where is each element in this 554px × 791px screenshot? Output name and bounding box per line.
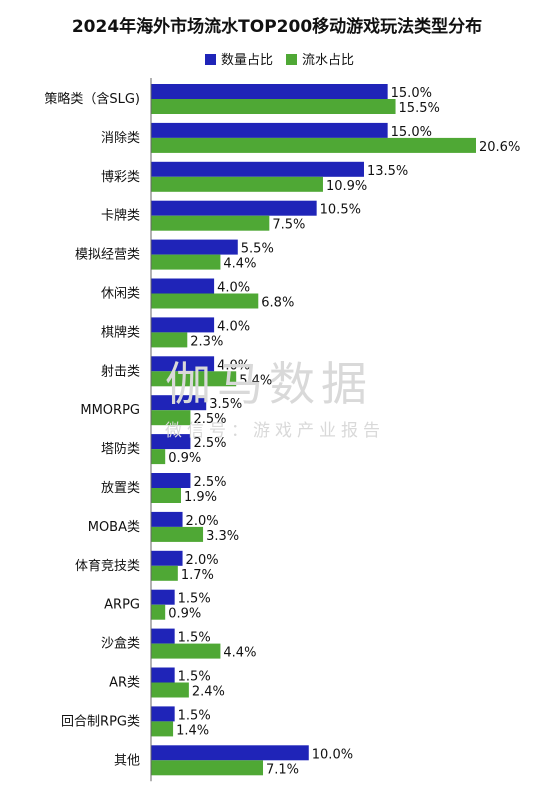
bar-series-1-cat-14: [151, 643, 221, 659]
data-label-series-1-cat-13: 0.9%: [168, 607, 201, 622]
category-label-cat-6: 棋牌类: [101, 324, 140, 340]
legend-label-revenue: 流水占比: [302, 53, 355, 68]
bar-series-1-cat-0: [151, 99, 396, 114]
bar-series-0-cat-7: [151, 356, 215, 372]
bar-series-0-cat-11: [151, 511, 183, 527]
category-label-cat-10: 放置类: [101, 481, 140, 496]
data-label-series-0-cat-3: 10.5%: [320, 203, 361, 218]
data-label-series-1-cat-9: 0.9%: [168, 451, 201, 466]
bar-series-1-cat-11: [151, 526, 204, 542]
bar-series-1-cat-6: [151, 332, 188, 348]
data-label-series-0-cat-5: 4.0%: [217, 281, 250, 296]
bar-series-1-cat-10: [151, 488, 181, 503]
category-label-cat-1: 消除类: [101, 131, 140, 146]
category-label-cat-8: MMORPG: [80, 403, 140, 418]
bar-series-0-cat-6: [151, 317, 215, 333]
bar-series-0-cat-5: [151, 278, 215, 294]
category-label-cat-15: AR类: [109, 676, 140, 691]
bar-series-1-cat-16: [151, 721, 174, 737]
data-label-series-0-cat-11: 2.0%: [186, 514, 219, 529]
bar-series-0-cat-17: [151, 745, 309, 761]
data-label-series-0-cat-1: 15.0%: [391, 125, 432, 140]
data-label-series-0-cat-9: 2.5%: [193, 436, 226, 451]
data-label-series-0-cat-15: 1.5%: [178, 670, 211, 685]
bar-series-0-cat-14: [151, 628, 175, 644]
data-label-series-1-cat-14: 4.4%: [223, 646, 256, 661]
data-label-series-1-cat-5: 6.8%: [261, 296, 294, 311]
category-label-cat-16: 回合制RPG类: [61, 714, 140, 729]
category-label-cat-11: MOBA类: [88, 520, 140, 535]
data-label-series-1-cat-4: 4.4%: [223, 257, 256, 272]
bar-series-0-cat-12: [151, 550, 183, 566]
bar-series-0-cat-9: [151, 434, 191, 450]
bar-series-1-cat-7: [151, 371, 237, 387]
bar-series-1-cat-12: [151, 565, 178, 581]
bar-series-1-cat-17: [151, 760, 264, 776]
bar-series-0-cat-8: [151, 395, 207, 411]
bar-series-0-cat-3: [151, 200, 317, 216]
bar-series-0-cat-10: [151, 473, 191, 488]
bar-series-0-cat-15: [151, 667, 175, 683]
bar-series-1-cat-15: [151, 682, 189, 698]
bar-series-1-cat-4: [151, 254, 221, 270]
legend-swatch-count: [205, 54, 216, 65]
data-label-series-1-cat-2: 10.9%: [326, 179, 367, 194]
bar-series-1-cat-9: [151, 449, 166, 465]
data-label-series-1-cat-17: 7.1%: [266, 762, 299, 777]
category-label-cat-7: 射击类: [101, 363, 140, 379]
bar-series-1-cat-1: [151, 137, 476, 153]
bar-series-0-cat-4: [151, 239, 238, 255]
data-label-series-1-cat-0: 15.5%: [399, 101, 440, 116]
bar-series-0-cat-13: [151, 589, 175, 605]
data-label-series-1-cat-1: 20.6%: [479, 140, 520, 155]
legend-swatch-revenue: [286, 54, 297, 65]
data-label-series-0-cat-17: 10.0%: [312, 747, 353, 762]
data-label-series-1-cat-12: 1.7%: [181, 568, 214, 583]
data-label-series-1-cat-16: 1.4%: [176, 723, 209, 738]
category-label-cat-4: 模拟经营类: [75, 248, 140, 263]
bar-series-1-cat-5: [151, 293, 259, 309]
category-label-cat-5: 休闲类: [101, 287, 140, 302]
category-label-cat-12: 体育竞技类: [75, 558, 140, 574]
data-label-series-0-cat-4: 5.5%: [241, 242, 274, 257]
legend-item-count: 数量占比: [205, 52, 273, 70]
category-label-cat-9: 塔防类: [101, 441, 140, 457]
bar-series-0-cat-16: [151, 706, 175, 722]
data-label-series-0-cat-7: 4.0%: [217, 358, 250, 373]
bar-series-0-cat-2: [151, 161, 364, 177]
bar-series-1-cat-2: [151, 176, 323, 192]
category-label-cat-13: ARPG: [104, 598, 140, 613]
data-label-series-0-cat-14: 1.5%: [178, 631, 211, 646]
bar-series-0-cat-0: [151, 84, 388, 99]
data-label-series-1-cat-10: 1.9%: [184, 490, 217, 505]
data-label-series-1-cat-7: 5.4%: [239, 373, 272, 388]
data-label-series-1-cat-8: 2.5%: [193, 412, 226, 427]
data-label-series-0-cat-2: 13.5%: [367, 164, 408, 179]
bar-series-0-cat-1: [151, 122, 388, 138]
category-label-cat-17: 其他: [114, 753, 140, 768]
data-label-series-1-cat-3: 7.5%: [272, 218, 305, 233]
data-label-series-1-cat-11: 3.3%: [206, 529, 239, 544]
data-label-series-0-cat-10: 2.5%: [193, 475, 226, 490]
data-label-series-0-cat-12: 2.0%: [186, 553, 219, 568]
bar-series-1-cat-13: [151, 604, 166, 620]
data-label-series-0-cat-8: 3.5%: [209, 397, 242, 412]
data-label-series-0-cat-13: 1.5%: [178, 592, 211, 607]
category-label-cat-3: 卡牌类: [101, 208, 140, 224]
data-label-series-0-cat-0: 15.0%: [391, 86, 432, 101]
category-label-cat-0: 策略类（含SLG): [44, 91, 140, 107]
category-label-cat-14: 沙盒类: [101, 636, 140, 652]
data-label-series-1-cat-15: 2.4%: [192, 685, 225, 700]
data-label-series-0-cat-6: 4.0%: [217, 319, 250, 334]
legend-label-count: 数量占比: [221, 53, 274, 68]
legend: 数量占比 流水占比: [0, 52, 554, 70]
chart-title: 2024年海外市场流水TOP200移动游戏玩法类型分布: [71, 17, 483, 37]
bar-series-1-cat-8: [151, 410, 191, 426]
bar-series-1-cat-3: [151, 215, 270, 231]
data-label-series-1-cat-6: 2.3%: [190, 334, 223, 349]
data-label-series-0-cat-16: 1.5%: [178, 708, 211, 723]
category-label-cat-2: 博彩类: [101, 170, 140, 185]
legend-item-revenue: 流水占比: [286, 52, 354, 70]
